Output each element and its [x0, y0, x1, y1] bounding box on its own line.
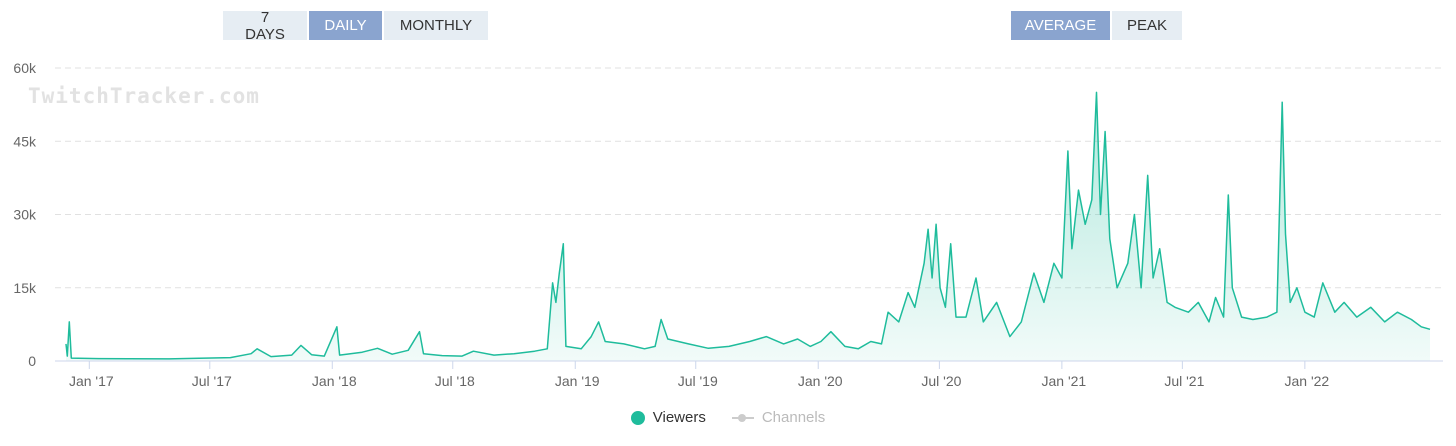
range-7days-button[interactable]: 7 DAYS [223, 9, 307, 43]
legend-channels-label: Channels [761, 409, 826, 426]
mode-button-group: AVERAGE PEAK [1011, 11, 1182, 40]
legend: Viewers Channels [0, 409, 1456, 426]
mode-peak-button[interactable]: PEAK [1112, 11, 1182, 40]
y-tick-label: 0 [28, 353, 36, 369]
x-tick-label: Jan '20 [798, 373, 843, 389]
x-tick-label: Jul '19 [678, 373, 718, 389]
x-tick-label: Jan '22 [1284, 373, 1329, 389]
legend-viewers-label: Viewers [652, 409, 706, 426]
x-tick-label: Jul '20 [921, 373, 961, 389]
x-axis: Jan '17 Jul '17 Jan '18 Jul '18 Jan '19 Jul '… [69, 361, 1329, 389]
y-tick-label: 15k [13, 280, 37, 296]
range-button-group: 7 DAYS DAILY MONTHLY [223, 9, 488, 43]
x-tick-label: Jul '17 [192, 373, 232, 389]
gridlines [55, 67, 1443, 289]
viewers-legend-dot-icon [630, 410, 645, 425]
range-daily-button[interactable]: DAILY [309, 11, 382, 40]
mode-average-button[interactable]: AVERAGE [1011, 11, 1110, 40]
x-tick-label: Jan '21 [1042, 373, 1087, 389]
x-tick-label: Jan '17 [69, 373, 114, 389]
channels-legend-line-icon [731, 411, 754, 425]
legend-item-channels[interactable]: Channels [731, 409, 826, 426]
x-tick-label: Jan '18 [312, 373, 357, 389]
viewers-series-line[interactable] [65, 91, 1431, 360]
watermark: TwitchTracker.com [28, 84, 260, 108]
y-tick-label: 45k [13, 133, 37, 149]
x-tick-label: Jul '21 [1164, 373, 1204, 389]
viewers-series-area [66, 92, 1430, 362]
range-monthly-button[interactable]: MONTHLY [384, 11, 488, 40]
x-tick-label: Jan '19 [555, 373, 600, 389]
x-tick-label: Jul '18 [435, 373, 475, 389]
y-tick-label: 30k [13, 207, 37, 223]
legend-item-viewers[interactable]: Viewers [630, 409, 706, 426]
y-tick-label: 60k [13, 60, 37, 76]
y-axis: 0 15k 30k 45k 60k [13, 60, 37, 369]
